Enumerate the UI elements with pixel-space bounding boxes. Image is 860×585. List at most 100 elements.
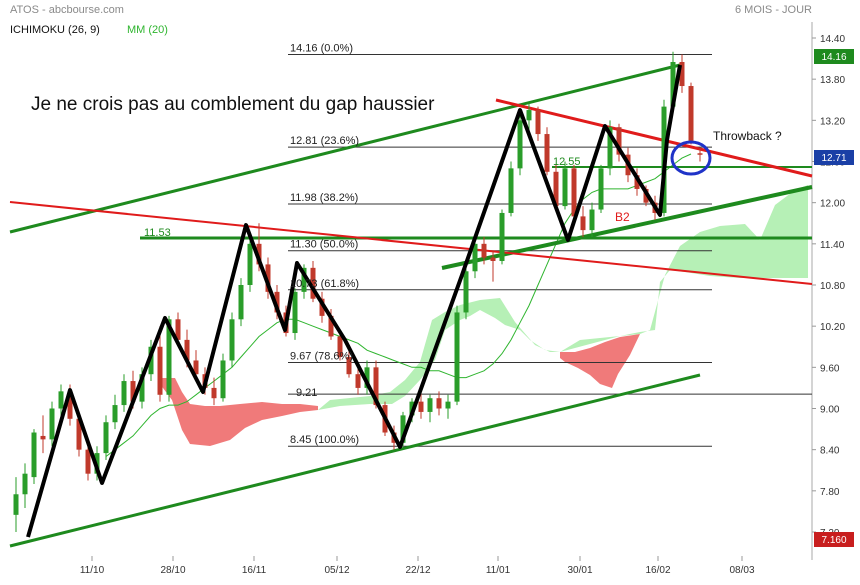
y-tick-label: 12.00 [820,199,845,210]
candle-body [571,168,577,217]
candle-body [301,267,307,292]
candle-body [481,243,487,258]
last-price-tag-text: 12.71 [821,153,846,164]
candle-body [112,405,118,423]
candle-body [85,449,91,474]
candle-body [562,168,568,207]
candle-body [427,398,433,412]
x-tick-label: 11/10 [80,565,105,576]
x-tick-label: 28/10 [160,565,185,576]
candle-body [508,168,514,213]
candle-body [580,216,586,231]
candle-body [247,243,253,285]
y-tick-label: 11.40 [820,240,845,251]
candle-body [22,473,28,495]
candle-body [274,291,280,313]
candle-body [328,315,334,337]
candle-body [121,381,127,406]
cloud-bear-2 [560,334,640,388]
candle-body [598,168,604,210]
source-label: ATOS - abcbourse.com [10,4,124,16]
candle-body [40,435,46,440]
candle-body [436,398,442,409]
swing-zigzag-line [26,64,682,538]
level-11-53-label: 11.53 [144,227,171,239]
y-tick-label: 9.60 [820,363,840,374]
candle-body [238,285,244,320]
candle-body [157,346,163,395]
candle-body [670,62,676,107]
candle-body [292,291,298,334]
resistance-red-line [495,98,813,178]
candle-body [355,374,361,388]
ichimoku-cloud [158,185,808,446]
last-price-tag [814,150,854,165]
candle-body [472,243,478,272]
fib-level-label: 9.67 (78.6%) [290,351,353,363]
candle-body [364,367,370,388]
y-tick-label: 13.80 [820,75,845,86]
channel-upper-green [9,63,681,234]
fib-level-label: 10.73 (61.8%) [290,278,359,290]
fib-level-label: 11.98 (38.2%) [290,192,358,204]
y-tick-label: 10.80 [820,281,845,292]
candle-body [193,360,199,375]
candle-body [544,134,550,172]
downtrend-red-line [9,201,813,285]
candle-body [346,357,352,375]
candle-body [337,336,343,358]
analysis-comment: Je ne crois pas au comblement du gap hau… [31,94,435,115]
candle-body [130,381,136,402]
throwback-label: Throwback ? [713,129,782,143]
fib-level-label: 14.16 (0.0%) [290,42,353,54]
period-label: 6 MOIS - JOUR [735,4,812,16]
candle-body [103,422,109,454]
channel-lower-green [9,373,701,548]
mm20-legend: MM (20) [127,24,168,36]
candle-body [148,346,154,375]
candle-body [400,415,406,443]
candle-body [256,243,262,265]
candle-body [445,401,451,409]
cloud-bear-1 [158,378,318,446]
candle-body [184,339,190,361]
y-tick-label: 13.20 [820,116,845,127]
candle-body [265,264,271,292]
low-price-tag [814,532,854,547]
candle-body [418,401,424,412]
y-tick-label: 8.40 [820,446,840,457]
high-price-tag-text: 14.16 [821,52,846,63]
fib-labels: 14.16 (0.0%) 12.81 (23.6%) 11.98 (38.2%) 11… [290,42,359,446]
candle-body [490,257,496,261]
x-tick-label: 16/02 [645,565,670,576]
fib-level-label: 12.81 (23.6%) [290,135,359,147]
candle-body [517,120,523,169]
candle-body [607,127,613,169]
candle-body [553,171,559,207]
y-tick-label: 10.20 [820,322,845,333]
candle-body [229,319,235,361]
candle-body [76,418,82,450]
fib-level-label: 8.45 (100.0%) [290,434,359,446]
candle-body [463,271,469,313]
candle-body [211,387,217,399]
candle-body [175,319,181,340]
candle-body [634,175,640,189]
y-tick-label: 14.40 [820,34,845,45]
candle-body [49,408,55,440]
y-tick-label: 7.80 [820,487,840,498]
candle-body [139,374,145,402]
candle-body [526,110,532,121]
candle-body [454,312,460,402]
date-axis-ticks: 11/10 28/10 16/11 05/12 22/12 11/01 30/01 16/02… [80,556,755,576]
x-tick-label: 22/12 [405,565,430,576]
fib-level-label: 11.30 (50.0%) [290,239,358,251]
low-price-tag-text: 7.160 [821,535,846,546]
candle-body [220,360,226,399]
level-9-21-label: 9.21 [296,387,317,399]
candle-body [13,494,19,515]
candle-body [310,267,316,299]
candle-body [499,212,505,261]
candle-body [373,367,379,406]
